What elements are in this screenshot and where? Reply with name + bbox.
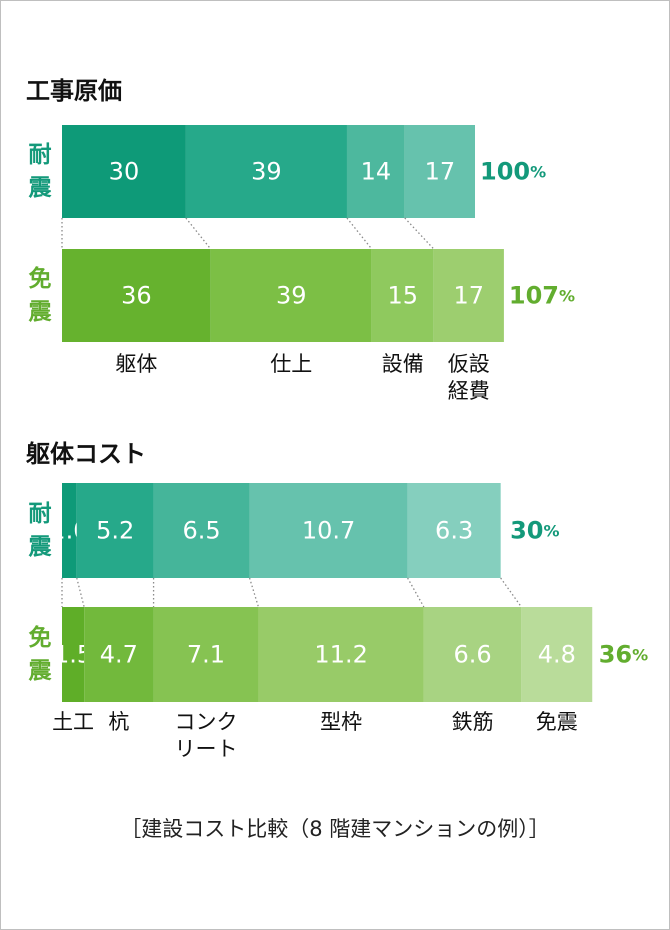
- chart-title: 工事原価: [26, 77, 122, 105]
- total-label: 100%: [480, 158, 546, 186]
- row-label: 免震: [29, 625, 53, 684]
- row-label: 免震: [29, 266, 53, 325]
- total-label: 36%: [599, 641, 648, 669]
- connector: [185, 217, 212, 250]
- series-label: 鉄筋: [452, 710, 494, 734]
- bar-segment: [62, 483, 77, 578]
- total-label: 30%: [510, 517, 559, 545]
- row-label: 耐震: [29, 501, 53, 560]
- value-label: 5.2: [96, 517, 134, 545]
- chart-title: 躯体コスト: [25, 440, 146, 468]
- series-label: 杭: [108, 710, 129, 734]
- bar-segment: [62, 125, 186, 218]
- series-label: 土工: [52, 710, 94, 734]
- bar-segment: [84, 607, 154, 702]
- bar-segment: [346, 125, 405, 218]
- value-label: 15: [387, 282, 418, 310]
- series-label: 仮設経費: [448, 352, 490, 403]
- value-label: 14: [361, 158, 392, 186]
- bar-segment: [153, 483, 250, 578]
- value-label: 6.6: [454, 641, 492, 669]
- bar-segment: [76, 483, 154, 578]
- value-label: 11.2: [314, 641, 367, 669]
- bar-segment: [407, 483, 501, 578]
- bar-segment: [249, 483, 408, 578]
- bar-segment: [521, 607, 593, 702]
- series-label: 躯体: [115, 352, 157, 376]
- bar-segment: [258, 607, 424, 702]
- bar-segment: [62, 249, 211, 342]
- series-label: 仕上: [270, 352, 312, 376]
- series-label: 設備: [382, 352, 424, 376]
- value-label: 4.7: [100, 641, 138, 669]
- value-label: 7.1: [187, 641, 225, 669]
- bar-segment: [423, 607, 522, 702]
- connector: [76, 577, 85, 608]
- bar-segment: [433, 249, 504, 342]
- series-label: コンクリート: [175, 710, 238, 761]
- connector: [346, 217, 373, 250]
- value-label: 39: [251, 158, 282, 186]
- value-label: 6.3: [435, 517, 473, 545]
- value-label: 30: [109, 158, 140, 186]
- caption: ［建設コスト比較（8 階建マンションの例）］: [120, 817, 550, 841]
- bar-segment: [371, 249, 434, 342]
- series-label: 免震: [536, 710, 578, 734]
- connector: [248, 577, 260, 608]
- value-label: 6.5: [182, 517, 220, 545]
- connector: [407, 577, 425, 608]
- bar-segment: [62, 607, 85, 702]
- bar-segment: [153, 607, 259, 702]
- series-label: 型枠: [320, 710, 362, 734]
- value-label: 4.8: [538, 641, 576, 669]
- bar-segment: [185, 125, 347, 218]
- value-label: 36: [121, 282, 152, 310]
- value-label: 17: [425, 158, 456, 186]
- bar-segment: [404, 125, 475, 218]
- bar-segment: [210, 249, 372, 342]
- connector: [404, 217, 435, 250]
- row-label: 耐震: [29, 142, 53, 201]
- value-label: 17: [454, 282, 485, 310]
- value-label: 39: [276, 282, 307, 310]
- total-label: 107%: [509, 282, 575, 310]
- value-label: 10.7: [302, 517, 355, 545]
